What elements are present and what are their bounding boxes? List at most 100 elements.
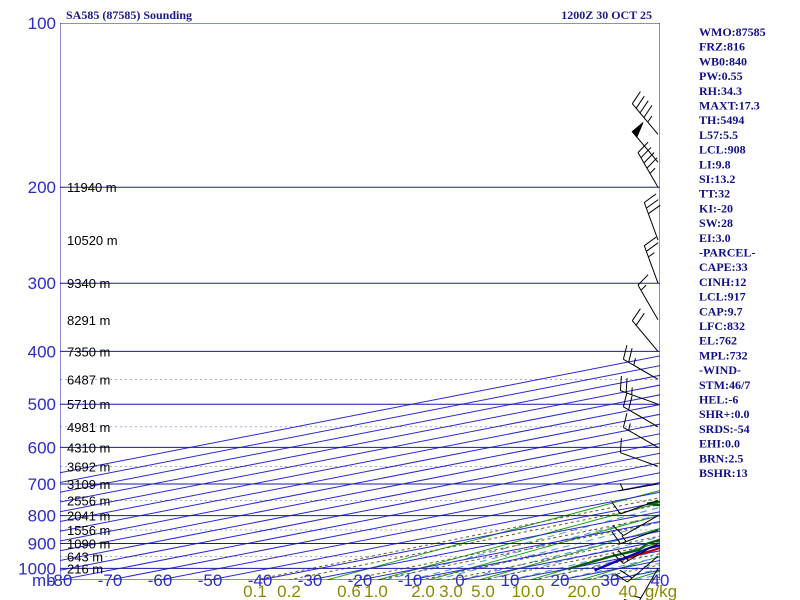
- wind-barb: [619, 438, 659, 467]
- wind-barb-half-flag: [628, 423, 631, 431]
- wind-barb-staff: [637, 284, 659, 321]
- isotherm: [60, 413, 660, 532]
- height-label: 1090 m: [67, 537, 110, 552]
- pressure-tick-label: 100: [28, 14, 56, 33]
- wind-barb-half-flag: [649, 167, 656, 174]
- wind-barb-staff: [620, 529, 659, 545]
- temperature-tick-label: -20: [348, 571, 373, 590]
- pressure-tick-label: 400: [28, 342, 56, 361]
- wind-barb-flag: [622, 345, 628, 360]
- index-entry: MAXT:17.3: [699, 99, 760, 113]
- isotherm: [60, 443, 660, 562]
- wind-barb-half-flag: [633, 595, 642, 599]
- temperature-tick-label: 40: [651, 571, 670, 590]
- wind-barb-flag: [622, 392, 628, 407]
- wind-barbs: [611, 91, 661, 600]
- isotherm: [60, 423, 660, 542]
- wind-barb-flag: [617, 550, 629, 561]
- index-entry: SI:13.2: [699, 172, 735, 186]
- wind-barb-staff: [623, 515, 659, 537]
- wind-barb-flag: [631, 91, 641, 104]
- wind-barb-flag: [646, 199, 659, 209]
- index-entry: WB0:840: [699, 54, 747, 68]
- wind-barb-staff: [639, 568, 659, 600]
- index-entry: EI:3.0: [699, 231, 731, 245]
- wind-barb-half-flag: [631, 387, 633, 395]
- mixing-ratio-line: [420, 530, 660, 580]
- wind-barb-flag: [628, 395, 633, 410]
- isotherm: [109, 472, 660, 580]
- temperature-tick-label: -40: [248, 571, 273, 590]
- index-entry: RH:34.3: [699, 84, 742, 98]
- pressure-tick-label: 800: [28, 507, 56, 526]
- pressure-tick-label: 300: [28, 274, 56, 293]
- background-grid: [60, 23, 660, 580]
- index-entry: TH:5494: [699, 113, 744, 127]
- temperature-tick-label: -10: [398, 571, 423, 590]
- pressure-tick-label: 500: [28, 395, 56, 414]
- wind-barb-flag: [611, 531, 621, 544]
- isotherm: [60, 462, 660, 580]
- index-entry: FRZ:816: [699, 40, 745, 54]
- wind-barb-staff: [623, 406, 659, 428]
- index-entry: BSHR:13: [699, 466, 748, 480]
- index-panel: WMO:87585FRZ:816WB0:840PW:0.55RH:34.3MAX…: [699, 25, 766, 480]
- wind-barb-flag: [643, 152, 655, 164]
- index-entry: TT:32: [699, 187, 730, 201]
- mixing-ratio-label: g/kg: [645, 582, 677, 600]
- wind-barb: [643, 236, 659, 284]
- wind-barb-half-flag: [633, 358, 636, 366]
- dry-adiabat: [377, 502, 660, 580]
- index-entry: CAP:9.7: [699, 304, 743, 318]
- wind-barb-half-flag: [648, 252, 655, 258]
- mixing-ratio-label: 3.0: [439, 582, 463, 600]
- temperature-tick-label: -80: [48, 571, 73, 590]
- wind-barb-flag: [612, 553, 624, 564]
- temperature-tick-label: 0: [455, 571, 464, 590]
- temperature-tick-label: 10: [501, 571, 520, 590]
- height-label: 4981 m: [67, 420, 110, 435]
- wind-barb-flag: [640, 146, 652, 159]
- wind-barb: [623, 568, 659, 600]
- wind-barb-half-flag: [640, 284, 647, 291]
- wind-barb: [631, 122, 659, 163]
- wind-barb: [622, 392, 659, 428]
- pressure-tick-label: 1000: [18, 559, 56, 578]
- valid-time: 1200Z 30 OCT 25: [561, 8, 652, 22]
- wind-barb: [611, 529, 659, 545]
- mixing-ratio-label: 0.1: [243, 582, 267, 600]
- wind-barb-flag: [619, 375, 622, 391]
- moist-adiabat: [484, 536, 660, 580]
- height-label: 6487 m: [67, 372, 110, 387]
- station-title: SA585 (87585) Sounding: [66, 8, 192, 22]
- wind-barb-staff: [627, 555, 659, 583]
- index-entry: EHI:0.0: [699, 437, 740, 451]
- height-label: 7350 m: [67, 344, 110, 359]
- height-label: 643 m: [67, 549, 103, 564]
- isotherm: [60, 452, 660, 571]
- wind-barb-staff: [631, 103, 659, 135]
- index-entry: SHR+:0.0: [699, 407, 750, 421]
- mixing-ratio-line: [446, 535, 660, 580]
- mixing-ratio-label: 5.0: [471, 582, 495, 600]
- temperature-tick-label: -70: [98, 571, 123, 590]
- mixing-ratio-label: 40: [619, 582, 638, 600]
- isotherm: [60, 374, 660, 493]
- wind-barb-staff: [620, 452, 659, 467]
- wind-barb-flag: [612, 525, 624, 536]
- index-entry: -WIND-: [699, 363, 741, 377]
- isotherm: [60, 404, 660, 523]
- index-entry: HEL:-6: [699, 393, 738, 407]
- wind-barb-staff: [623, 543, 659, 564]
- height-label: 11940 m: [67, 180, 117, 195]
- wind-barb-half-flag: [619, 483, 624, 491]
- wind-barb-flag: [619, 569, 633, 579]
- wind-barb: [631, 91, 659, 135]
- wind-barb-half-flag: [621, 535, 627, 542]
- index-entry: STM:46/7: [699, 378, 750, 392]
- wind-barb-staff: [620, 390, 659, 405]
- wind-barb: [612, 543, 659, 564]
- temperature-tick-label: -50: [198, 571, 223, 590]
- temperature-tick-label: -60: [148, 571, 173, 590]
